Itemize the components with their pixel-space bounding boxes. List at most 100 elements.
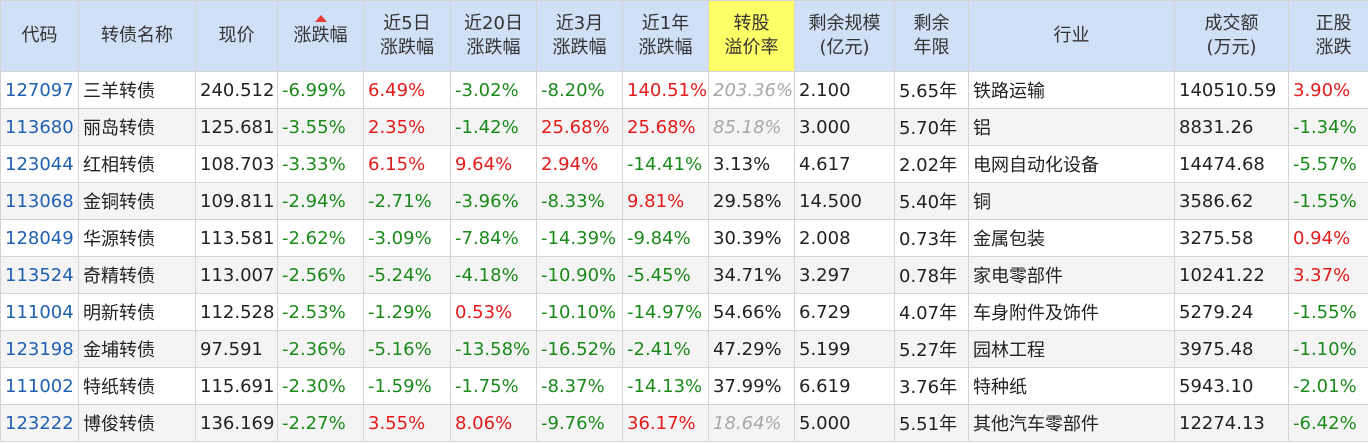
header-text: 近1年 (641, 13, 690, 34)
header-text: 行业 (1053, 25, 1090, 46)
table-row[interactable]: 113068 金铜转债 109.811 -2.94% -2.71% -3.96% -8.33… (0, 182, 1368, 220)
cell-scale: 6.729 (794, 293, 895, 331)
cell-industry: 特种纸 (968, 367, 1175, 405)
cell-stock_chg: 0.94% (1288, 219, 1368, 257)
cell-stock_chg: -1.34% (1288, 108, 1368, 146)
column-header-stock_chg[interactable]: 正股 涨跌 (1288, 0, 1368, 72)
column-header-label: 代码 (22, 24, 58, 48)
cell-name[interactable]: 金埔转债 (78, 330, 196, 368)
cell-name[interactable]: 红相转债 (78, 145, 196, 183)
table-row[interactable]: 113524 奇精转债 113.007 -2.56% -5.24% -4.18% -10.9… (0, 256, 1368, 294)
cell-years: 5.70年 (894, 108, 969, 146)
cell-name[interactable]: 丽岛转债 (78, 108, 196, 146)
cell-code[interactable]: 127097 (0, 71, 79, 109)
cell-years: 4.07年 (894, 293, 969, 331)
cell-code[interactable]: 123222 (0, 404, 79, 442)
cell-stock_chg: -5.57% (1288, 145, 1368, 183)
cell-chg1y: -14.41% (622, 145, 709, 183)
cell-name[interactable]: 三羊转债 (78, 71, 196, 109)
header-text: 现价 (218, 25, 255, 46)
cell-scale: 14.500 (794, 182, 895, 220)
column-header-name[interactable]: 转债名称 (78, 0, 196, 72)
cell-industry: 车身附件及饰件 (968, 293, 1175, 331)
column-header-chg1y[interactable]: 近1年 涨跌幅 (622, 0, 709, 72)
cell-name[interactable]: 博俊转债 (78, 404, 196, 442)
table-row[interactable]: 111002 特纸转债 115.691 -2.30% -1.59% -1.75% -8.37… (0, 367, 1368, 405)
cell-code[interactable]: 113680 (0, 108, 79, 146)
cell-years: 3.76年 (894, 367, 969, 405)
table-row[interactable]: 123044 红相转债 108.703 -3.33% 6.15% 9.64% 2.94% -1… (0, 145, 1368, 183)
cell-code[interactable]: 123044 (0, 145, 79, 183)
cell-code[interactable]: 113068 (0, 182, 79, 220)
column-header-chg3m[interactable]: 近3月 涨跌幅 (536, 0, 623, 72)
cell-chg3m: 2.94% (536, 145, 623, 183)
cell-years: 2.02年 (894, 145, 969, 183)
table-row[interactable]: 127097 三羊转债 240.512 -6.99% 6.49% -3.02% -8.20%… (0, 71, 1368, 109)
cell-chg5d: -1.59% (363, 367, 451, 405)
table-row[interactable]: 123198 金埔转债 97.591 -2.36% -5.16% -13.58% -16.5… (0, 330, 1368, 368)
cell-chg3m: -8.20% (536, 71, 623, 109)
cell-code[interactable]: 111004 (0, 293, 79, 331)
column-header-price[interactable]: 现价 (195, 0, 278, 72)
cell-change: -2.94% (277, 182, 364, 220)
cell-price: 115.691 (195, 367, 278, 405)
column-header-chg20d[interactable]: 近20日 涨跌幅 (450, 0, 537, 72)
column-header-premium[interactable]: 转股 溢价率 (708, 0, 795, 72)
cell-chg5d: 6.15% (363, 145, 451, 183)
cell-volume: 140510.59 (1174, 71, 1289, 109)
header-text: (万元) (1206, 37, 1257, 58)
cell-chg20d: -1.75% (450, 367, 537, 405)
cell-code[interactable]: 123198 (0, 330, 79, 368)
cell-chg1y: -14.13% (622, 367, 709, 405)
cell-name[interactable]: 华源转债 (78, 219, 196, 257)
column-header-volume[interactable]: 成交额 (万元) (1174, 0, 1289, 72)
cell-change: -2.53% (277, 293, 364, 331)
header-text: 转股 (733, 13, 770, 34)
cell-chg5d: -5.16% (363, 330, 451, 368)
cell-years: 0.73年 (894, 219, 969, 257)
table-row[interactable]: 111004 明新转债 112.528 -2.53% -1.29% 0.53% -10.10… (0, 293, 1368, 331)
cell-scale: 6.619 (794, 367, 895, 405)
header-text: (亿元) (819, 37, 870, 58)
column-header-change[interactable]: 涨跌幅 (277, 0, 364, 72)
cell-industry: 金属包装 (968, 219, 1175, 257)
cell-premium: 54.66% (708, 293, 795, 331)
cell-premium: 47.29% (708, 330, 795, 368)
cell-code[interactable]: 113524 (0, 256, 79, 294)
cell-chg5d: -5.24% (363, 256, 451, 294)
cell-name[interactable]: 奇精转债 (78, 256, 196, 294)
cell-volume: 3975.48 (1174, 330, 1289, 368)
cell-price: 136.169 (195, 404, 278, 442)
cell-chg3m: -8.33% (536, 182, 623, 220)
cell-price: 109.811 (195, 182, 278, 220)
table-row[interactable]: 123222 博俊转债 136.169 -2.27% 3.55% 8.06% -9.76% 3… (0, 404, 1368, 442)
sort-desc-icon (314, 15, 327, 22)
header-text: 涨跌幅 (380, 37, 434, 58)
column-header-industry[interactable]: 行业 (968, 0, 1175, 72)
cell-industry: 铜 (968, 182, 1175, 220)
cell-change: -2.30% (277, 367, 364, 405)
header-text: 转债名称 (101, 25, 173, 46)
cell-name[interactable]: 金铜转债 (78, 182, 196, 220)
cell-name[interactable]: 明新转债 (78, 293, 196, 331)
cell-stock_chg: -2.01% (1288, 367, 1368, 405)
column-header-label: 近5日涨跌幅 (380, 12, 434, 60)
table-row[interactable]: 128049 华源转债 113.581 -2.62% -3.09% -7.84% -14.3… (0, 219, 1368, 257)
column-header-years[interactable]: 剩余 年限 (894, 0, 969, 72)
cell-premium: 29.58% (708, 182, 795, 220)
column-header-scale[interactable]: 剩余规模 (亿元) (794, 0, 895, 72)
cell-chg5d: -3.09% (363, 219, 451, 257)
column-header-chg5d[interactable]: 近5日涨跌幅 (363, 0, 451, 72)
cell-scale: 4.617 (794, 145, 895, 183)
header-text: 近5日 (383, 13, 431, 34)
cell-chg3m: -10.90% (536, 256, 623, 294)
cell-code[interactable]: 128049 (0, 219, 79, 257)
table-row[interactable]: 113680 丽岛转债 125.681 -3.55% 2.35% -1.42% 25.68%… (0, 108, 1368, 146)
cell-chg1y: -5.45% (622, 256, 709, 294)
column-header-code[interactable]: 代码 (0, 0, 79, 72)
header-text: 涨跌幅 (293, 25, 348, 46)
cell-stock_chg: -1.55% (1288, 182, 1368, 220)
cell-code[interactable]: 111002 (0, 367, 79, 405)
cell-chg20d: -13.58% (450, 330, 537, 368)
cell-name[interactable]: 特纸转债 (78, 367, 196, 405)
